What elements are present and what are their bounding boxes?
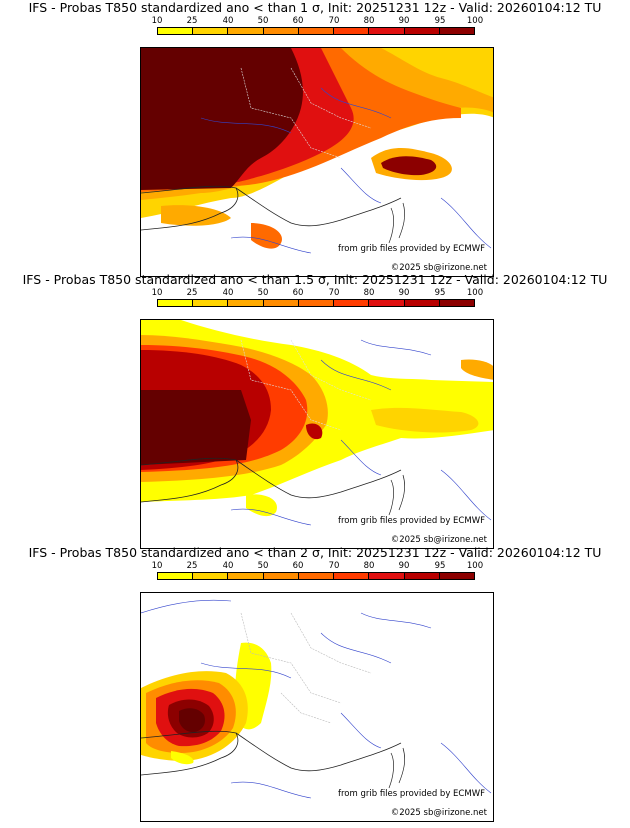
colorbar-swatch bbox=[263, 573, 299, 579]
colorbar-swatches bbox=[157, 572, 475, 580]
map-panel-1: IFS - Probas T850 standardized ano < tha… bbox=[0, 0, 630, 277]
colorbar-label: 60 bbox=[292, 561, 304, 571]
probability-map: from grib files provided by ECMWF ©2025 … bbox=[140, 319, 494, 549]
colorbar-swatches bbox=[157, 299, 475, 307]
colorbar-label: 90 bbox=[398, 561, 410, 571]
credit-copyright: ©2025 sb@irizone.net bbox=[390, 535, 487, 545]
colorbar-swatch bbox=[369, 28, 405, 34]
colorbar-label: 60 bbox=[292, 16, 304, 26]
colorbar-swatch bbox=[439, 300, 474, 306]
colorbar-label: 100 bbox=[466, 561, 484, 571]
colorbar-swatches bbox=[157, 27, 475, 35]
colorbar-swatch bbox=[369, 300, 405, 306]
colorbar-swatch bbox=[228, 28, 264, 34]
colorbar-swatch bbox=[439, 28, 474, 34]
colorbar-swatch bbox=[228, 573, 264, 579]
colorbar-label: 80 bbox=[363, 16, 375, 26]
colorbar-label: 95 bbox=[434, 561, 446, 571]
colorbar-swatch bbox=[334, 300, 370, 306]
panel-title: IFS - Probas T850 standardized ano < tha… bbox=[28, 0, 602, 15]
colorbar-label: 25 bbox=[186, 288, 198, 298]
colorbar-swatch bbox=[298, 28, 335, 34]
colorbar-label: 70 bbox=[328, 288, 340, 298]
colorbar-swatch bbox=[228, 300, 264, 306]
colorbar-label: 40 bbox=[222, 288, 234, 298]
colorbar-swatch bbox=[263, 300, 299, 306]
map-panel-2: IFS - Probas T850 standardized ano < tha… bbox=[0, 272, 630, 549]
colorbar-label: 70 bbox=[328, 16, 340, 26]
colorbar-label: 50 bbox=[257, 561, 269, 571]
colorbar-swatch bbox=[334, 573, 370, 579]
probability-map: from grib files provided by ECMWF ©2025 … bbox=[140, 47, 494, 277]
colorbar-label: 70 bbox=[328, 561, 340, 571]
map-canvas bbox=[141, 599, 492, 799]
colorbar-label: 80 bbox=[363, 561, 375, 571]
colorbar-label: 50 bbox=[257, 288, 269, 298]
colorbar-label: 80 bbox=[363, 288, 375, 298]
colorbar-swatch bbox=[298, 300, 335, 306]
colorbar-label: 100 bbox=[466, 288, 484, 298]
credit-source: from grib files provided by ECMWF bbox=[338, 516, 485, 526]
colorbar-label: 10 bbox=[151, 288, 163, 298]
colorbar-swatch bbox=[158, 573, 194, 579]
colorbar-labels: 10 25 40 50 60 70 80 90 95 100 bbox=[140, 16, 490, 26]
credit-copyright: ©2025 sb@irizone.net bbox=[390, 808, 487, 818]
colorbar: 10 25 40 50 60 70 80 90 95 100 bbox=[140, 16, 490, 38]
colorbar-swatch bbox=[439, 573, 474, 579]
map-canvas bbox=[141, 48, 493, 254]
colorbar-swatch bbox=[298, 573, 335, 579]
map-canvas bbox=[141, 320, 493, 526]
colorbar-label: 95 bbox=[434, 16, 446, 26]
colorbar-labels: 10 25 40 50 60 70 80 90 95 100 bbox=[140, 561, 490, 571]
colorbar-label: 95 bbox=[434, 288, 446, 298]
colorbar-swatch bbox=[404, 300, 440, 306]
colorbar-swatch bbox=[334, 28, 370, 34]
colorbar-swatch bbox=[263, 28, 299, 34]
colorbar-label: 40 bbox=[222, 16, 234, 26]
colorbar-label: 60 bbox=[292, 288, 304, 298]
colorbar-label: 25 bbox=[186, 16, 198, 26]
colorbar-label: 100 bbox=[466, 16, 484, 26]
credit-source: from grib files provided by ECMWF bbox=[338, 789, 485, 799]
panel-title: IFS - Probas T850 standardized ano < tha… bbox=[28, 545, 602, 560]
colorbar-labels: 10 25 40 50 60 70 80 90 95 100 bbox=[140, 288, 490, 298]
colorbar-swatch bbox=[193, 573, 229, 579]
panel-title: IFS - Probas T850 standardized ano < tha… bbox=[22, 272, 608, 287]
colorbar: 10 25 40 50 60 70 80 90 95 100 bbox=[140, 561, 490, 583]
colorbar-label: 10 bbox=[151, 16, 163, 26]
colorbar-swatch bbox=[404, 28, 440, 34]
map-panel-3: IFS - Probas T850 standardized ano < tha… bbox=[0, 545, 630, 822]
colorbar-swatch bbox=[193, 300, 229, 306]
credit-source: from grib files provided by ECMWF bbox=[338, 244, 485, 254]
colorbar-label: 50 bbox=[257, 16, 269, 26]
probability-map: from grib files provided by ECMWF ©2025 … bbox=[140, 592, 494, 822]
colorbar-swatch bbox=[404, 573, 440, 579]
colorbar-label: 10 bbox=[151, 561, 163, 571]
colorbar-label: 90 bbox=[398, 16, 410, 26]
colorbar-label: 40 bbox=[222, 561, 234, 571]
colorbar: 10 25 40 50 60 70 80 90 95 100 bbox=[140, 288, 490, 310]
colorbar-swatch bbox=[193, 28, 229, 34]
credit-copyright: ©2025 sb@irizone.net bbox=[390, 263, 487, 273]
colorbar-label: 25 bbox=[186, 561, 198, 571]
colorbar-swatch bbox=[158, 28, 194, 34]
colorbar-swatch bbox=[369, 573, 405, 579]
colorbar-label: 90 bbox=[398, 288, 410, 298]
colorbar-swatch bbox=[158, 300, 194, 306]
